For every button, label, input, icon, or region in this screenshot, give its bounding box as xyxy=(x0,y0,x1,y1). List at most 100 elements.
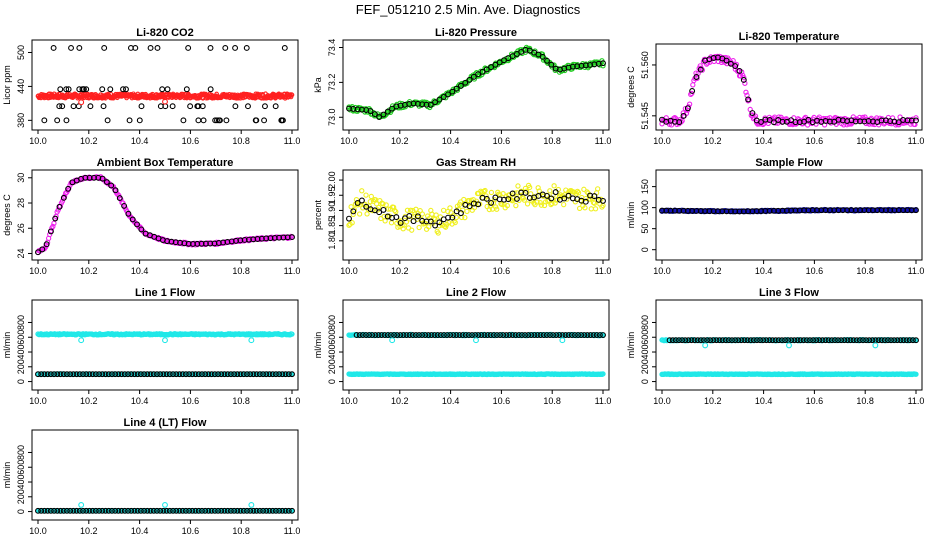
data-point xyxy=(256,507,263,514)
data-point xyxy=(676,119,683,126)
data-point xyxy=(154,371,160,378)
data-point xyxy=(215,371,222,378)
data-point xyxy=(443,224,449,230)
data-point xyxy=(733,61,740,68)
data-point xyxy=(710,337,717,344)
data-point xyxy=(389,337,396,344)
data-point xyxy=(729,337,735,344)
data-point xyxy=(384,332,391,338)
x-tick-label: 10.0 xyxy=(29,526,47,536)
data-point xyxy=(182,371,189,378)
data-point xyxy=(746,97,752,103)
data-point xyxy=(547,332,553,338)
data-point xyxy=(50,45,57,51)
y-tick-label: 2.00 xyxy=(327,171,337,189)
data-point xyxy=(276,371,283,378)
data-point xyxy=(214,117,220,124)
data-point xyxy=(272,371,279,378)
data-point xyxy=(588,206,594,212)
data-point xyxy=(131,371,138,378)
y-tick-label: 800 xyxy=(640,315,650,330)
y-tick-label: 400 xyxy=(16,345,26,360)
data-point xyxy=(494,206,500,212)
data-point xyxy=(452,219,458,226)
x-tick-label: 10.6 xyxy=(182,526,200,536)
data-point xyxy=(436,219,443,226)
data-point xyxy=(47,507,54,514)
data-point xyxy=(522,189,529,196)
data-point xyxy=(716,337,723,344)
data-point xyxy=(878,337,885,344)
data-point xyxy=(99,175,106,182)
data-point xyxy=(372,332,379,338)
data-point xyxy=(684,105,691,112)
data-point xyxy=(685,337,692,344)
chart-rh: Gas Stream RH percent 10.0 10.2 10.4 10.6 10.8… xyxy=(313,157,611,276)
y-tick-label: 0 xyxy=(16,509,26,514)
chart-sample: Sample Flow ml/min 10.0 10.2 10.4 10.6 10.8 11.… xyxy=(626,157,924,276)
data-point xyxy=(96,371,103,378)
data-point xyxy=(57,371,64,378)
data-point xyxy=(57,507,64,514)
data-point xyxy=(237,507,244,514)
data-point xyxy=(527,184,533,191)
data-point xyxy=(744,337,751,344)
data-point xyxy=(582,198,589,205)
data-point xyxy=(534,332,541,338)
data-point xyxy=(547,188,553,194)
data-point xyxy=(549,200,555,207)
data-point xyxy=(760,337,767,344)
data-point xyxy=(528,332,535,338)
y-tick-label: 440 xyxy=(16,79,26,94)
data-point xyxy=(503,332,510,338)
data-point xyxy=(38,371,45,378)
data-point xyxy=(144,507,151,514)
data-point xyxy=(121,371,128,378)
x-tick-label: 10.8 xyxy=(543,136,561,146)
data-point xyxy=(212,117,219,124)
x-tick-label: 11.0 xyxy=(284,136,301,146)
y-tick-label: 0 xyxy=(327,379,337,384)
data-point xyxy=(240,507,247,514)
data-point xyxy=(753,337,760,344)
data-point xyxy=(679,118,685,124)
data-point xyxy=(559,337,566,344)
data-point xyxy=(478,332,485,338)
data-point xyxy=(838,337,845,344)
data-point xyxy=(199,507,205,514)
data-point xyxy=(126,117,133,124)
data-point xyxy=(243,45,250,51)
y-axis-label: degrees C xyxy=(2,194,12,236)
data-point xyxy=(179,507,186,514)
data-point xyxy=(154,507,160,514)
data-point xyxy=(758,119,764,125)
data-point xyxy=(459,332,466,338)
data-point xyxy=(565,332,572,338)
data-point xyxy=(185,45,192,51)
data-point xyxy=(208,507,215,514)
data-point xyxy=(128,507,135,514)
x-tick-label: 10.4 xyxy=(755,266,773,276)
data-point xyxy=(382,218,388,224)
data-point xyxy=(47,371,54,378)
x-tick-label: 10.2 xyxy=(391,136,409,146)
chart-title: Li-820 Pressure xyxy=(435,27,517,39)
data-point xyxy=(432,99,439,106)
x-tick-label: 10.6 xyxy=(806,266,824,276)
data-point xyxy=(199,371,205,378)
data-point xyxy=(211,507,218,514)
data-point xyxy=(488,199,495,206)
x-tick-label: 10.6 xyxy=(182,396,200,406)
data-point xyxy=(54,117,61,124)
data-point xyxy=(445,91,451,98)
data-point xyxy=(231,371,238,378)
data-point xyxy=(52,215,59,222)
points-rh xyxy=(346,182,606,236)
data-point xyxy=(279,371,286,378)
data-point xyxy=(414,213,421,220)
data-point xyxy=(457,199,464,205)
data-point xyxy=(189,507,196,514)
data-point xyxy=(548,201,554,208)
data-point xyxy=(600,371,606,377)
x-tick-label: 10.6 xyxy=(806,136,824,146)
